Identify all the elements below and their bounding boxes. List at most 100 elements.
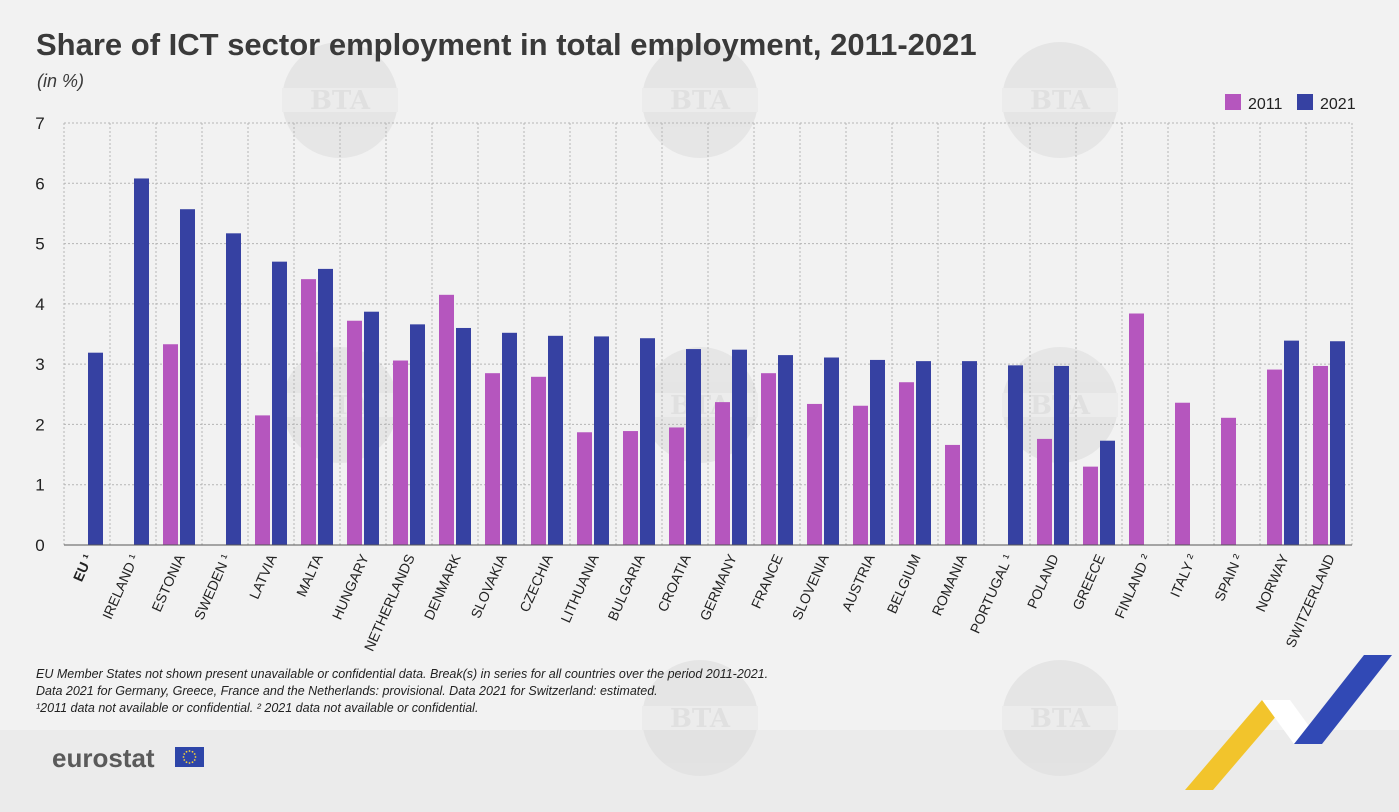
bar-2021-norway [1284,340,1299,545]
x-tick-label: SLOVENIA [789,551,832,622]
x-tick-label: SWITZERLAND [1282,552,1337,650]
x-axis-labels: EU ¹ IRELAND ¹ ESTONIA SWEDEN ¹ LATVIA MALTA H… [70,551,1338,653]
bar-2021-latvia [272,261,287,545]
eu-flag-star [183,753,186,755]
bar-2011-norway [1267,369,1282,545]
x-tick-label: AUSTRIA [838,551,878,614]
eu-flag-star [188,750,191,752]
x-tick-label: LATVIA [246,551,280,601]
eu-flag-star [193,753,196,755]
legend-swatch-2021 [1297,94,1313,110]
x-tick-label: DENMARK [421,551,464,622]
footnote-2: Data 2021 for Germany, Greece, France an… [36,684,658,698]
y-axis-ticks: 0 1 2 3 4 5 6 7 [35,114,44,555]
bta-watermark-text: BTA [670,86,731,116]
eu-flag-star [182,756,185,758]
bar-2011-france [761,373,776,545]
eurostat-logo-text: eurostat [52,743,155,773]
x-tick-label: CROATIA [654,551,694,614]
x-tick-label: LITHUANIA [557,551,602,625]
y-tick-label: 1 [35,476,44,495]
bar-2011-spain [1221,417,1236,545]
x-tick-label: EU ¹ [70,551,96,583]
y-tick-label: 6 [35,174,44,193]
x-tick-label: CZECHIA [516,551,556,614]
bar-2021-sweden [226,233,241,545]
eu-flag-star [185,761,188,764]
bar-2021-switzerland [1330,341,1345,545]
bar-2011-germany [715,402,730,545]
bta-watermark-text: BTA [1030,86,1091,116]
bta-watermark-band [282,88,398,112]
bar-2021-bulgaria [640,338,655,545]
eu-flag-star [183,759,186,761]
bar-2011-belgium [899,382,914,545]
bar-2011-finland [1129,313,1144,545]
bar-2011-malta [301,279,316,545]
x-tick-label: SWEDEN ¹ [191,551,234,622]
x-tick-label: PORTUGAL ¹ [967,551,1016,635]
legend-label-2021: 2021 [1320,96,1356,113]
bta-watermark-band [1002,706,1118,730]
x-tick-label: POLAND [1024,552,1062,611]
bar-2021-germany [732,349,747,545]
x-tick-label: ESTONIA [148,551,188,614]
bar-2021-hungary [364,311,379,545]
chart-subtitle: (in %) [37,71,84,91]
y-tick-label: 7 [35,114,44,133]
x-tick-label: FINLAND ² [1111,551,1154,620]
x-tick-label: ROMANIA [929,551,970,618]
footnote-3: ¹2011 data not available or confidential… [36,701,478,715]
footnote-1: EU Member States not shown present unava… [36,667,768,681]
bar-2011-hungary [347,320,362,545]
x-tick-label: IRELAND ¹ [99,551,142,621]
bar-2021-croatia [686,349,701,545]
x-tick-label: GERMANY [696,551,740,623]
bar-2021-portugal [1008,365,1023,545]
x-tick-label: BELGIUM [883,552,923,616]
eu-flag-star [191,750,194,753]
x-tick-label: ITALY ² [1167,551,1200,599]
bar-2011-bulgaria [623,431,638,545]
chart-title: Share of ICT sector employment in total … [36,27,977,62]
bta-watermark-text: BTA [670,704,731,734]
bar-2021-france [778,355,793,545]
bar-2011-netherlands [393,360,408,545]
y-tick-label: 2 [35,415,44,434]
x-tick-label: FRANCE [748,552,786,611]
y-tick-label: 5 [35,235,44,254]
bar-2021-slovakia [502,332,517,545]
bar-2011-slovenia [807,403,822,545]
bar-2021-denmark [456,327,471,545]
x-tick-label: NETHERLANDS [361,552,418,654]
x-tick-label: GREECE [1069,552,1108,613]
bta-watermark-band [642,88,758,112]
eu-flag-star [193,759,196,761]
eu-flag-star [194,756,197,758]
bar-2011-czechia [531,376,546,545]
bar-2021-belgium [916,361,931,545]
bar-2021-poland [1054,365,1069,545]
eu-flag-star [185,750,188,753]
bar-2021-czechia [548,335,563,545]
bta-watermark-band [642,706,758,730]
bta-watermark-text: BTA [310,86,371,116]
bar-2011-romania [945,444,960,545]
bar-2011-denmark [439,294,454,545]
bar-2011-lithuania [577,432,592,545]
x-tick-label: BULGARIA [604,551,648,623]
bars [88,178,1345,546]
bar-2021-ireland [134,178,149,545]
x-tick-label: SPAIN ² [1211,551,1246,603]
bta-watermark-band [1002,88,1118,112]
x-tick-label: MALTA [293,551,326,599]
bar-2011-estonia [163,344,178,545]
eurostat-ribbon-icon [1185,655,1392,790]
bar-2021-netherlands [410,324,425,545]
y-tick-label: 4 [35,295,44,314]
y-tick-label: 3 [35,355,44,374]
bar-2021-malta [318,268,333,545]
bar-2011-croatia [669,427,684,545]
eu-flag-icon [175,747,204,767]
